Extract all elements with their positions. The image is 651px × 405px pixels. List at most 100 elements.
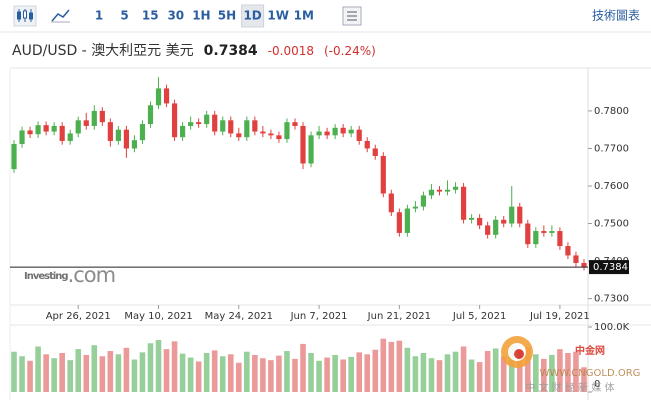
candle-body [220, 120, 226, 132]
candle-body [324, 131, 330, 136]
candle-body [292, 122, 298, 126]
candle-body [19, 130, 25, 144]
candle-body [541, 231, 547, 233]
candle-body [99, 110, 105, 123]
volume-tick-label: 0 [594, 379, 600, 390]
candle-body [35, 125, 41, 135]
volume-bar [276, 355, 282, 392]
candle-body [364, 140, 370, 149]
candle-body [236, 133, 242, 138]
volume-bar [396, 340, 403, 392]
timeframe-button[interactable]: 1M [294, 9, 314, 23]
volume-bar [195, 361, 202, 392]
timeframe-button[interactable]: 1W [267, 9, 289, 23]
candle-body [139, 124, 146, 141]
candle-body [565, 246, 571, 256]
volume-bar [260, 358, 266, 392]
candle-body [340, 127, 346, 134]
candle-body [300, 125, 306, 164]
candle-body [372, 148, 378, 156]
site-logo-dot [514, 349, 524, 359]
y-tick-label: 0.7700 [594, 143, 629, 154]
volume-bar [444, 354, 451, 392]
timeframe-button[interactable]: 15 [142, 9, 159, 23]
volume-bar [292, 358, 298, 392]
volume-bar [388, 341, 395, 392]
x-tick-label: Jun 21, 2021 [367, 311, 431, 322]
volume-tick-label: 100.0K [594, 322, 630, 333]
volume-bar [235, 362, 242, 392]
site-url: WWW.CNGOLD.ORG [540, 368, 641, 379]
candle-body [252, 120, 258, 132]
x-tick-label: Apr 26, 2021 [46, 311, 111, 322]
candle-body [444, 189, 451, 192]
line-icon[interactable] [51, 9, 70, 23]
chart-tools-link[interactable]: 技術圖表 [592, 9, 640, 23]
candle-body [131, 140, 138, 149]
candle-body [51, 125, 57, 132]
timeframe-button[interactable]: 1 [95, 9, 103, 23]
volume-bar [43, 354, 49, 392]
candle-body [188, 122, 194, 126]
volume-bar [219, 356, 226, 392]
plot: 0.73000.74000.75000.76000.77000.78000100… [10, 77, 630, 393]
timeframe-button[interactable]: 5 [120, 9, 128, 23]
candle-body [468, 217, 475, 220]
volume-bar [516, 350, 523, 392]
volume-bar [179, 353, 186, 392]
volume-bar [187, 357, 194, 392]
timeframe-button[interactable]: 1H [192, 9, 210, 23]
candle-body [228, 120, 234, 134]
volume-bar [300, 343, 306, 392]
candle-body [83, 120, 89, 126]
candle-body [533, 231, 539, 245]
volume-bar [131, 359, 138, 392]
candle-body [573, 255, 579, 263]
timeframe-button[interactable]: 30 [167, 9, 184, 23]
volume-bar [139, 352, 146, 392]
timeframe-button[interactable]: 1D [243, 9, 261, 23]
candle-body [549, 231, 555, 233]
candle-body [91, 110, 97, 126]
volume-bar [581, 367, 587, 392]
candle-body [75, 120, 81, 134]
volume-bar [11, 351, 17, 392]
candle-body [493, 219, 499, 235]
volume-bar [468, 359, 475, 392]
candle-icon[interactable] [13, 5, 37, 27]
volume-bar [557, 349, 563, 392]
y-tick-label: 0.7500 [594, 219, 629, 230]
volume-bar [308, 353, 314, 392]
volume-bar [115, 354, 122, 392]
candle-body [412, 206, 419, 209]
site-watermark: 中金网 WWW.CNGOLD.ORG 中 文 财 经 新 媒 体 [501, 336, 640, 394]
table-icon[interactable] [342, 6, 362, 26]
volume-bar [83, 354, 90, 392]
candle-body [420, 195, 427, 207]
volume-bar [476, 362, 483, 392]
volume-bar [99, 356, 106, 392]
volume-bar [211, 350, 218, 392]
volume-bar [460, 346, 467, 392]
logo-suffix: .com [68, 263, 116, 287]
volume-bar [380, 338, 387, 392]
volume-bar [324, 357, 330, 392]
quote-header: AUD/USD - 澳大利亞元 美元 0.7384 -0.0018 (-0.24%) [12, 43, 376, 59]
timeframe-button[interactable]: 5H [218, 9, 236, 23]
candle-body [396, 212, 402, 233]
candle-body [276, 135, 282, 140]
volume-bar [51, 358, 57, 392]
logo-main: Investing.com [24, 263, 115, 287]
candle-body [388, 193, 394, 213]
candle-body [316, 131, 322, 136]
volume-bar [59, 353, 65, 392]
investing-logo: Investing.com [24, 263, 116, 287]
x-tick-label: Jul 19, 2021 [529, 311, 590, 322]
volume-bar [364, 354, 371, 392]
toolbar: 技術圖表 1 5 15 30 1H 5H 1D 1W 1M [0, 4, 651, 33]
volume-bar [67, 360, 74, 392]
volume-bar [348, 356, 354, 392]
y-tick-label: 0.7300 [594, 294, 629, 305]
volume-bar [91, 345, 98, 392]
volume-bar [500, 356, 507, 392]
